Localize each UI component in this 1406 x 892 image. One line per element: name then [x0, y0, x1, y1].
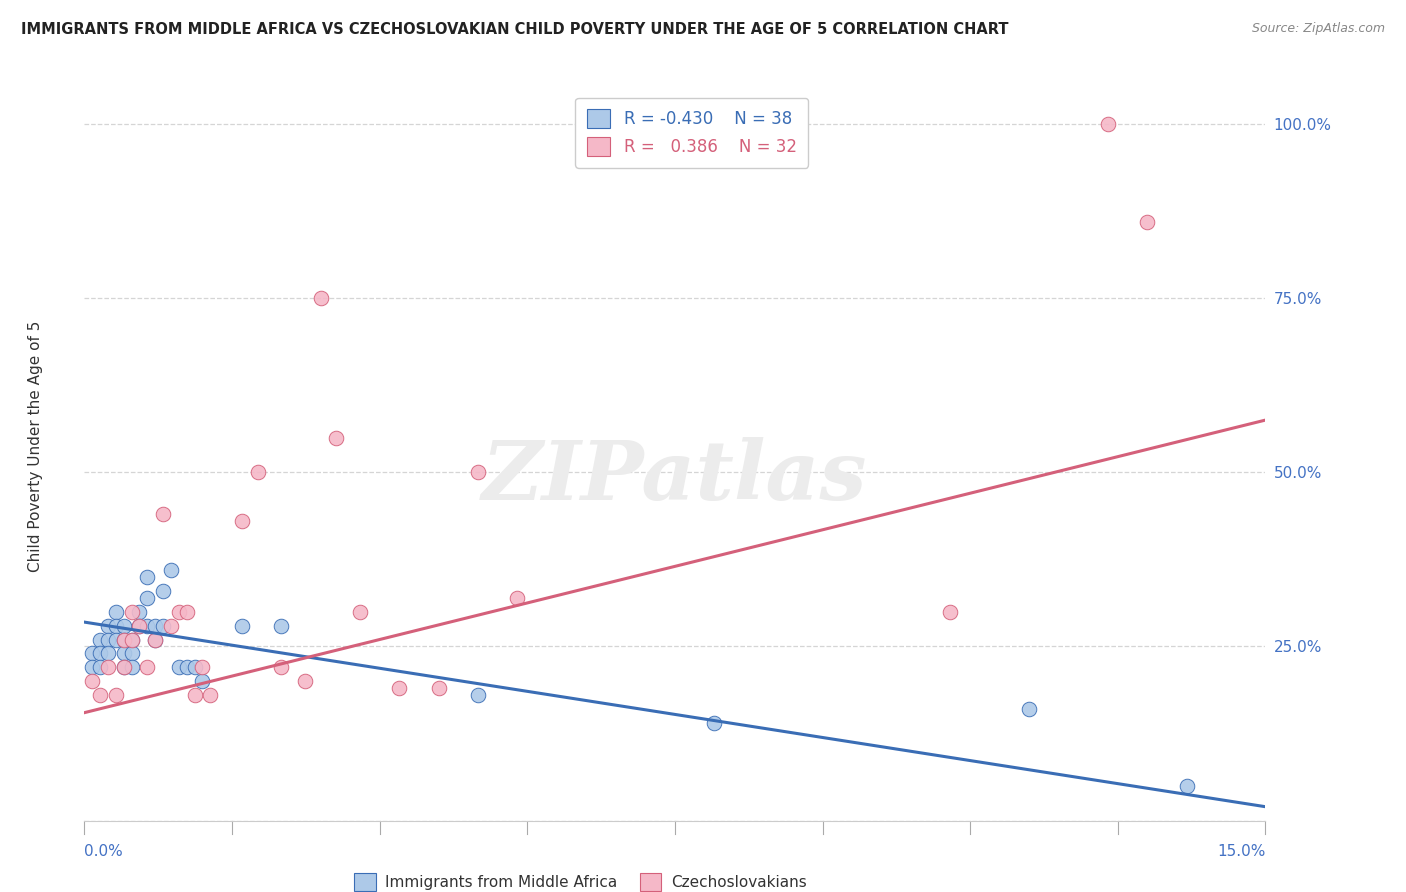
Point — [231, 514, 253, 528]
Point — [112, 632, 135, 647]
Point — [112, 647, 135, 661]
Point — [191, 674, 214, 689]
Point — [97, 632, 120, 647]
Point — [89, 688, 111, 702]
Point — [325, 430, 347, 444]
Point — [427, 681, 450, 696]
Point — [104, 688, 127, 702]
Point — [183, 688, 205, 702]
Point — [183, 660, 205, 674]
Point — [1136, 214, 1159, 228]
Point — [176, 660, 198, 674]
Text: ZIPatlas: ZIPatlas — [482, 437, 868, 516]
Point — [294, 674, 316, 689]
Point — [160, 563, 183, 577]
Point — [112, 660, 135, 674]
Point — [152, 507, 174, 521]
Point — [104, 605, 127, 619]
Point — [1175, 779, 1198, 793]
Point — [136, 570, 159, 584]
Point — [143, 632, 166, 647]
Point — [112, 632, 135, 647]
Point — [152, 583, 174, 598]
Legend: Immigrants from Middle Africa, Czechoslovakians: Immigrants from Middle Africa, Czechoslo… — [349, 867, 813, 892]
Point — [97, 618, 120, 632]
Point — [388, 681, 411, 696]
Text: Child Poverty Under the Age of 5: Child Poverty Under the Age of 5 — [28, 320, 42, 572]
Text: Source: ZipAtlas.com: Source: ZipAtlas.com — [1251, 22, 1385, 36]
Point — [136, 591, 159, 605]
Point — [270, 618, 292, 632]
Point — [121, 647, 143, 661]
Text: 15.0%: 15.0% — [1218, 845, 1265, 859]
Point — [506, 591, 529, 605]
Point — [97, 660, 120, 674]
Point — [121, 660, 143, 674]
Point — [939, 605, 962, 619]
Point — [112, 660, 135, 674]
Text: IMMIGRANTS FROM MIDDLE AFRICA VS CZECHOSLOVAKIAN CHILD POVERTY UNDER THE AGE OF : IMMIGRANTS FROM MIDDLE AFRICA VS CZECHOS… — [21, 22, 1008, 37]
Point — [89, 647, 111, 661]
Point — [467, 688, 489, 702]
Point — [121, 632, 143, 647]
Point — [167, 605, 190, 619]
Point — [167, 660, 190, 674]
Point — [104, 618, 127, 632]
Point — [121, 605, 143, 619]
Point — [246, 466, 269, 480]
Point — [200, 688, 222, 702]
Point — [703, 716, 725, 731]
Point — [89, 632, 111, 647]
Point — [143, 618, 166, 632]
Point — [136, 618, 159, 632]
Point — [270, 660, 292, 674]
Point — [104, 632, 127, 647]
Point — [143, 632, 166, 647]
Point — [349, 605, 371, 619]
Point — [1018, 702, 1040, 716]
Point — [152, 618, 174, 632]
Point — [309, 291, 332, 305]
Point — [121, 632, 143, 647]
Point — [128, 618, 150, 632]
Point — [231, 618, 253, 632]
Point — [467, 466, 489, 480]
Point — [128, 605, 150, 619]
Point — [82, 674, 104, 689]
Point — [1097, 117, 1119, 131]
Point — [128, 618, 150, 632]
Point — [191, 660, 214, 674]
Point — [160, 618, 183, 632]
Point — [89, 660, 111, 674]
Point — [176, 605, 198, 619]
Point — [136, 660, 159, 674]
Text: 0.0%: 0.0% — [84, 845, 124, 859]
Point — [112, 618, 135, 632]
Point — [82, 660, 104, 674]
Point — [97, 647, 120, 661]
Point — [82, 647, 104, 661]
